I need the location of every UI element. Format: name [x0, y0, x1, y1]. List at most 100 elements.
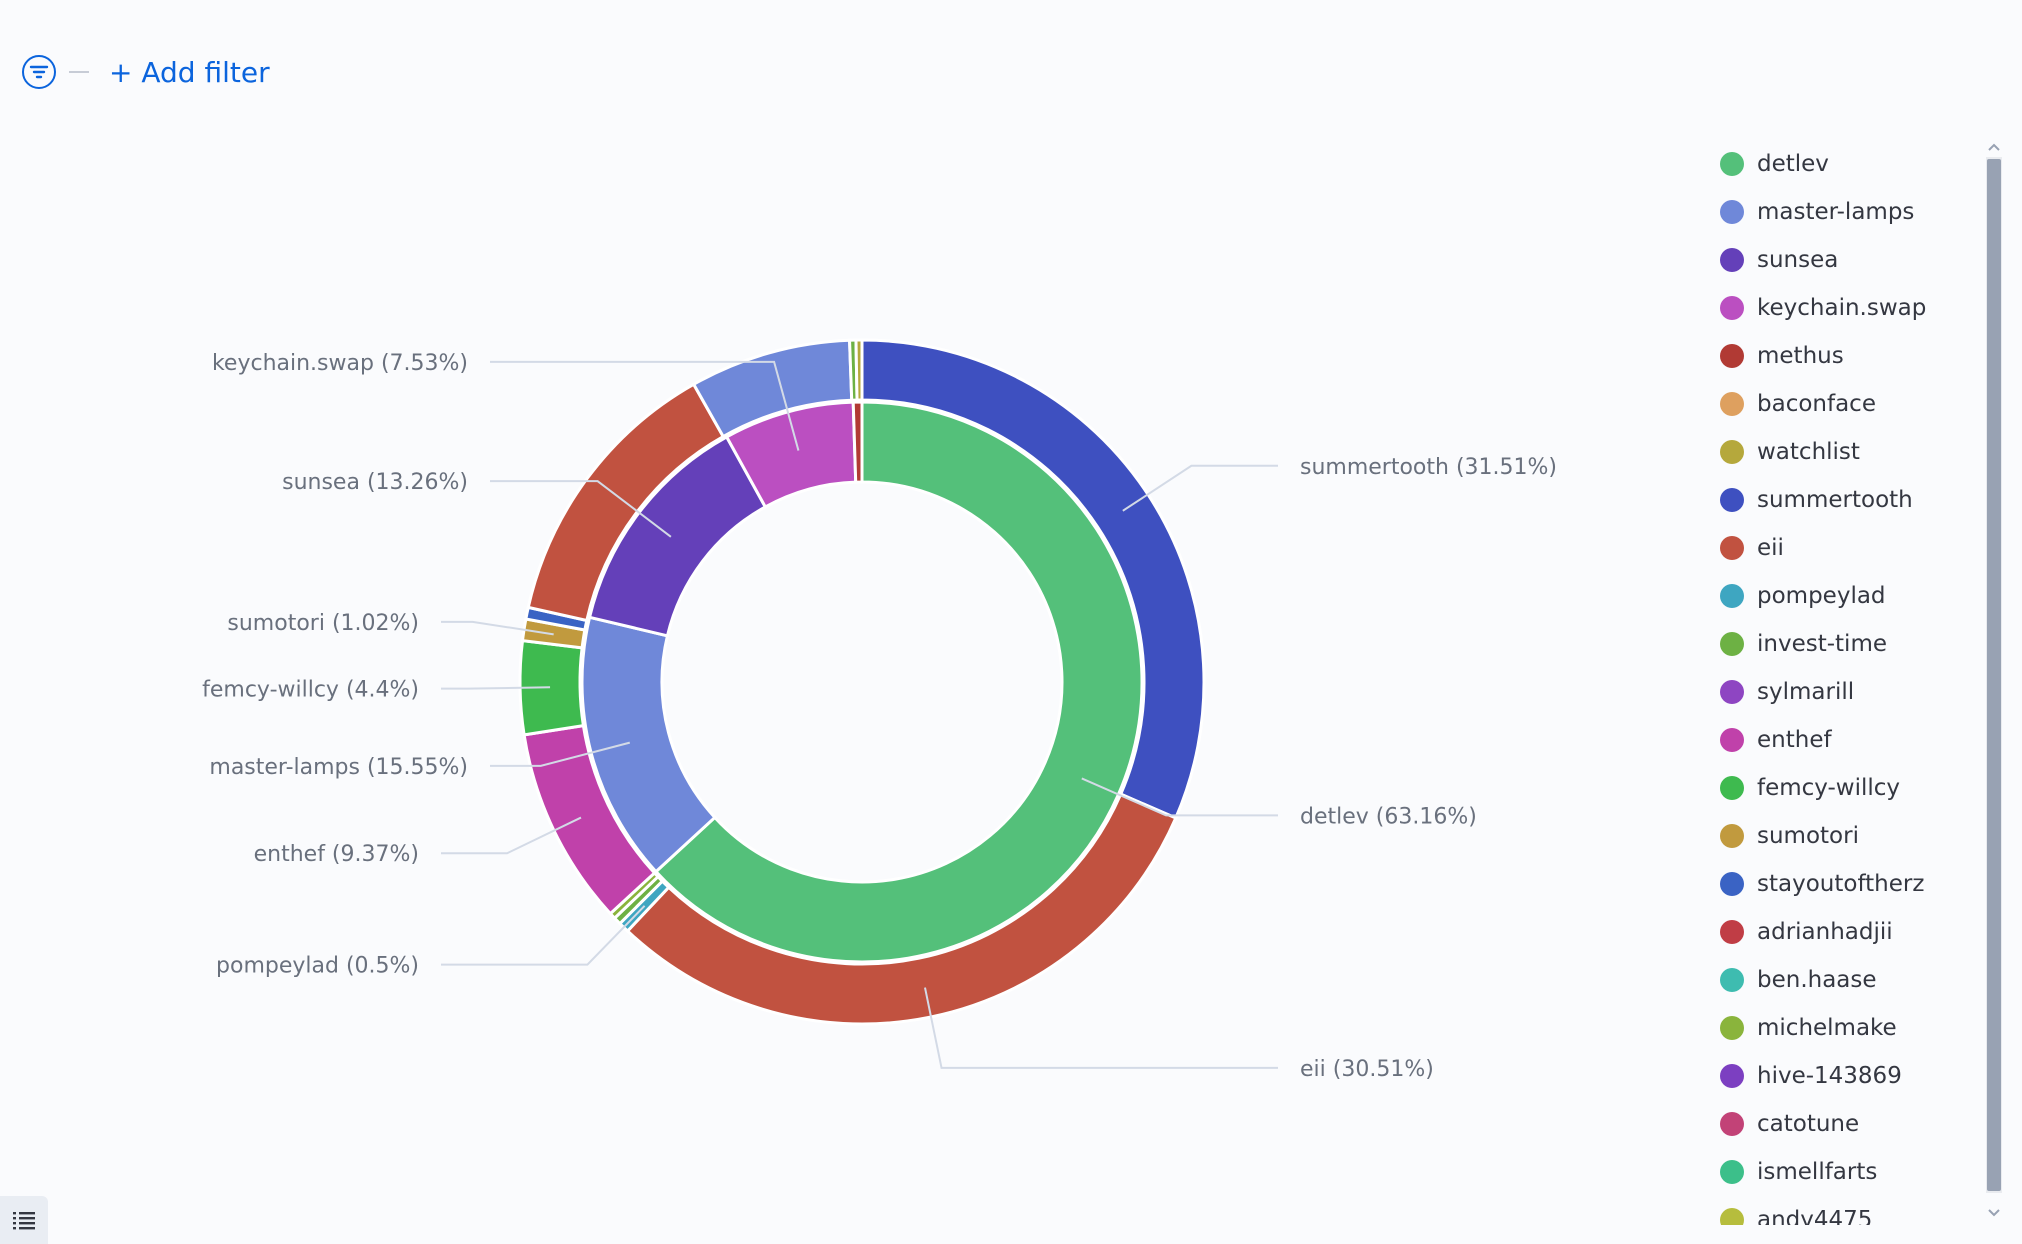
leader-line	[441, 905, 646, 966]
donut-chart: detlev (63.16%) master-lamps (15.55%) suns…	[202, 338, 1557, 1082]
legend-item[interactable]: detlev	[1720, 140, 1980, 188]
legend-label: watchlist	[1757, 439, 1860, 465]
leader-line	[1081, 777, 1278, 817]
legend-color-dot	[1720, 248, 1744, 272]
legend-item[interactable]: catotune	[1720, 1100, 1980, 1148]
legend-color-dot	[1720, 632, 1744, 656]
legend-color-dot	[1720, 200, 1744, 224]
legend-label: stayoutoftherz	[1757, 871, 1925, 897]
legend-item[interactable]: sumotori	[1720, 812, 1980, 860]
legend-color-dot	[1720, 584, 1744, 608]
slice-label: pompeylad (0.5%)	[216, 954, 419, 979]
slice-inner-methus[interactable]	[851, 400, 864, 484]
legend-item[interactable]: adrianhadjii	[1720, 908, 1980, 956]
slice-label: enthef (9.37%)	[254, 842, 419, 867]
legend-label: catotune	[1757, 1111, 1860, 1137]
leader-line	[490, 480, 672, 538]
legend-label: sunsea	[1757, 247, 1839, 273]
legend-color-dot	[1720, 1160, 1744, 1184]
legend-label: sumotori	[1757, 823, 1859, 849]
legend-label: methus	[1757, 343, 1844, 369]
legend-item[interactable]: andy4475	[1720, 1196, 1980, 1225]
legend-item[interactable]: michelmake	[1720, 1004, 1980, 1052]
slice-label: keychain.swap (7.53%)	[212, 351, 468, 376]
slice-label: detlev (63.16%)	[1300, 804, 1477, 829]
legend-color-dot	[1720, 920, 1744, 944]
legend-label: baconface	[1757, 391, 1876, 417]
legend-color-dot	[1720, 1208, 1744, 1225]
legend-color-dot	[1720, 680, 1744, 704]
legend-label: enthef	[1757, 727, 1832, 753]
legend-item[interactable]: stayoutoftherz	[1720, 860, 1980, 908]
add-filter-button[interactable]: + Add filter	[109, 55, 270, 89]
legend-item[interactable]: femcy-willcy	[1720, 764, 1980, 812]
scroll-down-icon[interactable]	[1987, 1208, 2001, 1218]
filter-bar: + Add filter	[22, 52, 270, 92]
slice-label: femcy-willcy (4.4%)	[202, 678, 419, 703]
legend-item[interactable]: pompeylad	[1720, 572, 1980, 620]
legend-item[interactable]: enthef	[1720, 716, 1980, 764]
slice-label: summertooth (31.51%)	[1300, 455, 1557, 480]
legend-item[interactable]: summertooth	[1720, 476, 1980, 524]
legend-item[interactable]: ismellfarts	[1720, 1148, 1980, 1196]
legend-item[interactable]: master-lamps	[1720, 188, 1980, 236]
slice-label: eii (30.51%)	[1300, 1057, 1434, 1082]
legend-color-dot	[1720, 776, 1744, 800]
leader-lines	[441, 360, 1278, 1069]
scroll-up-icon[interactable]	[1987, 142, 2001, 152]
legend-label: keychain.swap	[1757, 295, 1927, 321]
legend-color-dot	[1720, 728, 1744, 752]
leader-line	[1122, 464, 1278, 512]
legend-label: sylmarill	[1757, 679, 1855, 705]
legend-item[interactable]: baconface	[1720, 380, 1980, 428]
slice-label: master-lamps (15.55%)	[209, 755, 468, 780]
legend-color-dot	[1720, 968, 1744, 992]
legend-color-dot	[1720, 488, 1744, 512]
slice-label: sunsea (13.26%)	[282, 470, 468, 495]
legend-label: adrianhadjii	[1757, 919, 1893, 945]
legend-label: michelmake	[1757, 1015, 1897, 1041]
filter-icon[interactable]	[22, 55, 56, 89]
leader-line	[441, 686, 551, 690]
slice-inner-detlev[interactable]	[653, 400, 1144, 964]
legend-label: pompeylad	[1757, 583, 1886, 609]
legend-color-dot	[1720, 440, 1744, 464]
legend-color-dot	[1720, 152, 1744, 176]
legend-color-dot	[1720, 392, 1744, 416]
legend-item[interactable]: methus	[1720, 332, 1980, 380]
leader-line	[490, 360, 800, 451]
legend-item[interactable]: invest-time	[1720, 620, 1980, 668]
legend-label: ben.haase	[1757, 967, 1877, 993]
legend-item[interactable]: sylmarill	[1720, 668, 1980, 716]
legend-color-dot	[1720, 824, 1744, 848]
leader-line	[441, 816, 582, 855]
leader-line	[490, 741, 631, 767]
legend-color-dot	[1720, 1112, 1744, 1136]
slice-label: sumotori (1.02%)	[227, 611, 419, 636]
legend-item[interactable]: watchlist	[1720, 428, 1980, 476]
legend-label: eii	[1757, 535, 1784, 561]
legend-scrollbar-thumb[interactable]	[1987, 159, 2001, 1191]
legend: detlev master-lamps sunsea keychain.swap met…	[1720, 140, 1980, 1225]
legend-item[interactable]: sunsea	[1720, 236, 1980, 284]
slice-labels: detlev (63.16%) master-lamps (15.55%) suns…	[202, 351, 1557, 1082]
legend-label: detlev	[1757, 151, 1829, 177]
legend-color-dot	[1720, 344, 1744, 368]
legend-label: hive-143869	[1757, 1063, 1902, 1089]
leader-line	[441, 620, 554, 636]
legend-item[interactable]: hive-143869	[1720, 1052, 1980, 1100]
legend-label: ismellfarts	[1757, 1159, 1878, 1185]
slice-outer-watchlist[interactable]	[854, 338, 864, 402]
legend-item[interactable]: eii	[1720, 524, 1980, 572]
list-icon[interactable]	[0, 1196, 48, 1244]
legend-item[interactable]: ben.haase	[1720, 956, 1980, 1004]
legend-item[interactable]: keychain.swap	[1720, 284, 1980, 332]
legend-label: andy4475	[1757, 1207, 1873, 1225]
legend-color-dot	[1720, 296, 1744, 320]
filter-separator	[69, 71, 89, 73]
legend-color-dot	[1720, 872, 1744, 896]
legend-label: invest-time	[1757, 631, 1887, 657]
legend-color-dot	[1720, 1064, 1744, 1088]
inner-ring	[580, 400, 1144, 964]
leader-line	[924, 987, 1278, 1069]
